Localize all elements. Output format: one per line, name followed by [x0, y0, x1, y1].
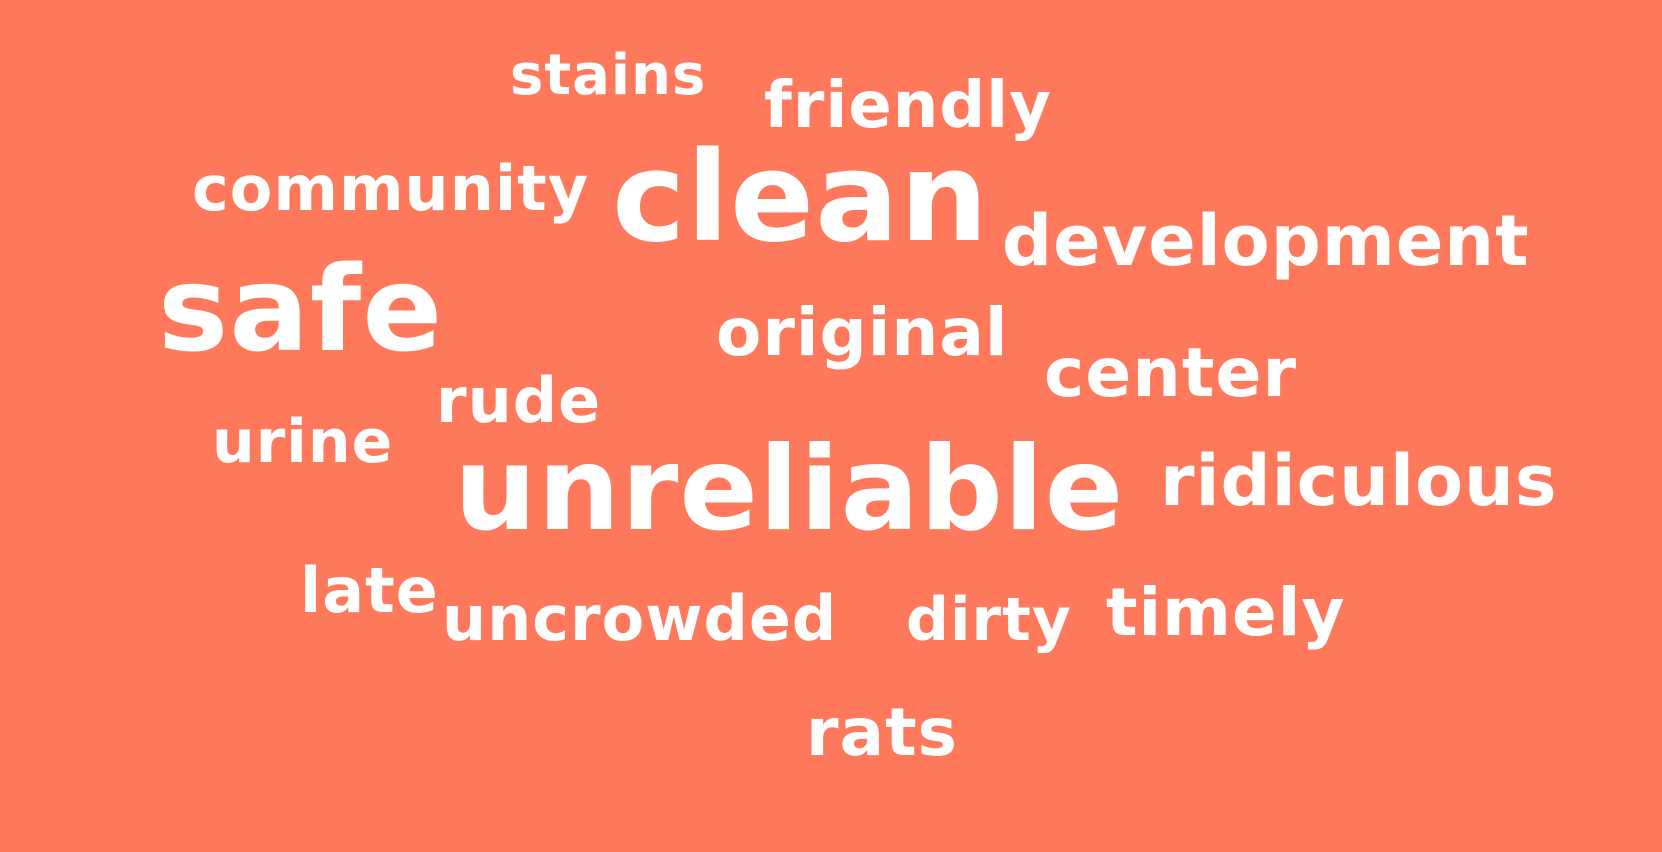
word-rude: rude [436, 364, 602, 437]
word-friendly: friendly [764, 69, 1052, 143]
word-clean: clean [612, 126, 990, 270]
word-urine: urine [212, 407, 394, 477]
word-ridiculous: ridiculous [1160, 440, 1558, 522]
word-safe: safe [158, 240, 444, 378]
word-rats: rats [806, 694, 958, 771]
word-uncrowded: uncrowded [442, 582, 838, 655]
word-stains: stains [510, 43, 707, 108]
word-unreliable: unreliable [454, 422, 1125, 557]
word-late: late [300, 554, 439, 627]
word-original: original [716, 294, 1009, 371]
word-timely: timely [1106, 574, 1346, 651]
word-development: development [1002, 200, 1530, 282]
word-center: center [1044, 334, 1297, 413]
word-dirty: dirty [906, 585, 1072, 655]
word-community: community [192, 152, 590, 225]
